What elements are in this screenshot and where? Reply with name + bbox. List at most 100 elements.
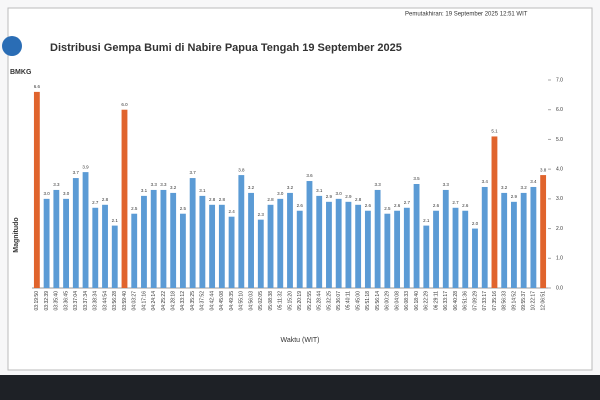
bar — [384, 213, 391, 288]
bar — [335, 198, 342, 288]
bar — [277, 198, 284, 288]
x-tick-label: 07:35:16 — [492, 291, 498, 311]
x-tick-label: 06:29:11 — [433, 291, 439, 310]
data-label: 3.3 — [151, 182, 158, 187]
x-tick-label: 05:15:20 — [287, 291, 293, 311]
x-tick-label: 03:38:34 — [93, 291, 99, 311]
data-label: 3.1 — [199, 188, 206, 193]
x-tick-label: 07:09:29 — [472, 291, 478, 311]
taskbar — [0, 375, 600, 400]
x-tick-label: 06:22:29 — [424, 291, 430, 311]
data-label: 3.2 — [501, 185, 508, 190]
bar — [160, 189, 167, 288]
x-tick-label: 06:08:33 — [404, 291, 410, 311]
data-label: 2.8 — [219, 197, 226, 202]
data-label: 2.1 — [112, 218, 119, 223]
bar — [481, 186, 488, 288]
bar — [540, 175, 547, 288]
bar — [403, 207, 410, 288]
x-tick-label: 10:22:17 — [531, 291, 537, 311]
bar — [189, 178, 196, 288]
data-label: 2.6 — [433, 203, 440, 208]
data-label: 3.3 — [160, 182, 167, 187]
x-tick-label: 04:49:35 — [229, 291, 235, 311]
bar — [150, 189, 157, 288]
data-label: 2.9 — [511, 194, 518, 199]
bar — [179, 213, 186, 288]
bar — [423, 225, 430, 288]
x-tick-label: 06:04:08 — [394, 291, 400, 311]
bar — [364, 210, 371, 288]
bar — [248, 192, 254, 288]
bar — [530, 186, 537, 288]
bar — [394, 210, 401, 288]
x-tick-label: 06:51:36 — [463, 291, 469, 311]
chart-subtitle: Pemutakhiran: 19 September 2025 12:51 WI… — [405, 12, 528, 18]
bar — [442, 189, 449, 288]
data-label: 3.4 — [482, 179, 489, 184]
x-tick-label: 03:59:40 — [122, 291, 128, 311]
data-label: 2.5 — [131, 206, 138, 211]
data-label: 2.1 — [423, 218, 430, 223]
x-tick-label: 06:33:17 — [443, 291, 449, 311]
data-label: 3.0 — [43, 191, 50, 196]
chart-title: Distribusi Gempa Bumi di Nabire Papua Te… — [50, 42, 402, 54]
x-tick-label: 04:56:03 — [248, 291, 254, 311]
x-tick-label: 04:42:44 — [209, 291, 215, 311]
data-label: 6.6 — [34, 84, 41, 89]
x-tick-label: 04:17:16 — [141, 291, 147, 311]
data-label: 3.5 — [413, 176, 420, 181]
x-tick-label: 06:40:28 — [453, 291, 459, 311]
data-label: 2.9 — [345, 194, 352, 199]
bar — [72, 178, 79, 288]
data-label: 2.4 — [228, 209, 235, 214]
data-label: 2.6 — [394, 203, 401, 208]
bar — [520, 192, 527, 288]
data-label: 3.0 — [63, 191, 70, 196]
x-tick-label: 03:35:40 — [54, 291, 60, 311]
x-tick-label: 03:36:45 — [63, 291, 69, 311]
bar — [491, 136, 498, 288]
bar — [355, 204, 362, 288]
y-tick-label: 6.0 — [556, 107, 563, 113]
bar — [102, 204, 108, 288]
x-tick-label: 12:06:51 — [540, 291, 546, 311]
data-label: 3.7 — [73, 170, 80, 175]
x-tick-label: 03:56:28 — [112, 291, 118, 311]
bar — [121, 109, 128, 288]
x-tick-label: 08:56:33 — [502, 291, 508, 311]
data-label: 3.2 — [521, 185, 528, 190]
data-label: 2.7 — [404, 200, 411, 205]
bar — [111, 225, 118, 288]
data-label: 3.2 — [248, 185, 255, 190]
data-label: 2.8 — [355, 197, 362, 202]
y-tick-label: 1.0 — [556, 256, 563, 262]
bar — [413, 184, 420, 288]
data-label: 6.0 — [121, 102, 128, 107]
x-tick-label: 07:33:17 — [482, 291, 488, 311]
data-label: 2.5 — [384, 206, 391, 211]
bar — [170, 192, 177, 288]
logo: BMKG — [10, 69, 32, 76]
data-label: 3.2 — [170, 185, 177, 190]
bar — [326, 201, 332, 288]
x-tick-label: 05:22:55 — [307, 291, 313, 311]
data-label: 5.1 — [491, 129, 498, 134]
data-label: 3.0 — [277, 191, 284, 196]
bar — [33, 91, 40, 288]
y-tick-label: 0.0 — [556, 285, 563, 291]
bar — [296, 210, 303, 288]
bar — [462, 210, 469, 288]
bar — [141, 195, 147, 288]
x-tick-label: 06:00:29 — [385, 291, 391, 311]
bar — [238, 175, 245, 288]
x-tick-label: 04:35:25 — [190, 291, 196, 311]
x-tick-label: 04:55:10 — [239, 291, 245, 311]
bar — [82, 172, 89, 288]
data-label: 3.1 — [141, 188, 148, 193]
data-label: 2.6 — [297, 203, 304, 208]
x-tick-label: 05:02:05 — [258, 291, 264, 311]
bar — [452, 207, 459, 288]
data-label: 3.2 — [287, 185, 294, 190]
